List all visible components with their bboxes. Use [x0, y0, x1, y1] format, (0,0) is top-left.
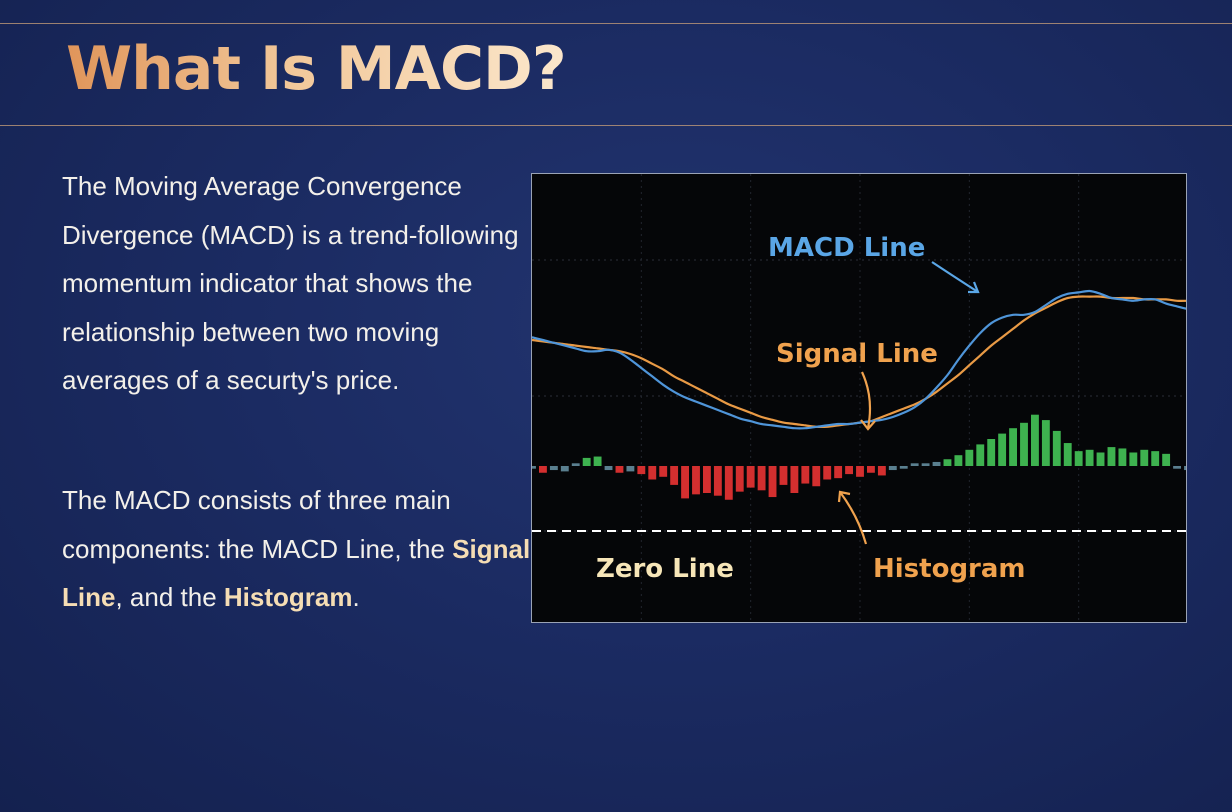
histogram-bar [757, 466, 766, 491]
histogram-bar [1085, 449, 1094, 466]
intro-paragraph: The Moving Average Convergence Divergenc… [62, 171, 519, 395]
histogram-bars [532, 414, 1186, 500]
histogram-bar [593, 456, 602, 466]
histogram-bar [692, 466, 700, 495]
histogram-bar [1162, 453, 1171, 466]
histogram-bar [648, 466, 657, 480]
histogram-bar [910, 463, 919, 466]
macd-arrow [931, 261, 980, 294]
histogram-bar [1184, 466, 1186, 471]
histogram-bar [702, 466, 711, 493]
histogram-bar [943, 459, 952, 466]
page-title: What Is MACD? [66, 34, 567, 104]
histogram-bar [626, 466, 635, 472]
histogram-bar [768, 466, 777, 498]
histogram-bar [899, 466, 908, 469]
histogram-bar [877, 466, 886, 476]
histogram-bar [932, 461, 941, 466]
histogram-bar [1107, 447, 1116, 466]
histogram-bar [790, 466, 799, 493]
histogram-bar [823, 466, 832, 480]
histogram-bar [1118, 448, 1127, 466]
histogram-bar [1020, 422, 1028, 466]
zero-line-label: Zero Line [596, 554, 734, 584]
histogram-bar [560, 466, 569, 472]
histogram-bar [779, 466, 788, 485]
histogram-bar [812, 466, 821, 487]
histogram-bar [637, 466, 646, 475]
histogram-bar [1129, 452, 1138, 466]
signal-arrow [860, 371, 876, 431]
histogram-bar [1096, 452, 1105, 466]
histogram-bar [856, 466, 864, 477]
histogram-bar [582, 457, 591, 466]
histogram-bar [659, 466, 668, 477]
histogram-bar [549, 466, 558, 471]
histogram-bar [1063, 443, 1072, 466]
histogram-bar [866, 466, 875, 473]
components-text-1: The MACD consists of three main componen… [62, 485, 453, 564]
histogram-bar [681, 466, 690, 499]
histogram-bar [1173, 466, 1182, 469]
histogram-bar [801, 466, 810, 484]
histogram-bar [1030, 414, 1039, 466]
histogram-bar [713, 466, 722, 496]
histogram-bar [888, 466, 897, 471]
histogram-highlight: Histogram [223, 582, 353, 612]
histogram-bar [571, 463, 580, 466]
histogram-bar [965, 449, 974, 466]
histogram-bar [1074, 451, 1083, 466]
histogram-bar [1009, 428, 1018, 466]
top-divider [0, 23, 1232, 24]
histogram-arrow [837, 490, 868, 545]
title-divider [0, 125, 1232, 126]
macd-chart-svg: MACD Line Signal Line Zero Line Histogra… [532, 174, 1186, 622]
histogram-bar [735, 466, 744, 492]
histogram-bar [921, 463, 930, 466]
macd-chart: MACD Line Signal Line Zero Line Histogra… [531, 173, 1187, 623]
components-text-3: . [352, 582, 360, 612]
histogram-bar [724, 466, 733, 500]
histogram-bar [604, 466, 613, 471]
histogram-bar [615, 466, 624, 473]
histogram-bar [1151, 451, 1160, 466]
histogram-bar [1140, 449, 1149, 466]
macd-line-series [532, 289, 1186, 430]
components-text-2: , and the [115, 582, 224, 612]
histogram-bar [987, 439, 996, 466]
histogram-bar [670, 466, 679, 485]
histogram-bar [1052, 430, 1061, 466]
components-paragraph: The MACD consists of three main componen… [62, 476, 532, 622]
histogram-bar [538, 466, 547, 473]
histogram-bar [834, 466, 843, 479]
histogram-bar [845, 466, 854, 475]
histogram-bar [532, 466, 536, 469]
histogram-label: Histogram [873, 554, 1026, 584]
histogram-bar [976, 444, 985, 466]
signal-line-label: Signal Line [776, 339, 938, 369]
signal-line-highlight: Signal Line [62, 533, 531, 613]
macd-line-label: MACD Line [768, 233, 925, 263]
histogram-bar [746, 466, 755, 488]
histogram-bar [998, 433, 1007, 466]
histogram-bar [954, 455, 963, 466]
histogram-bar [1041, 420, 1050, 466]
